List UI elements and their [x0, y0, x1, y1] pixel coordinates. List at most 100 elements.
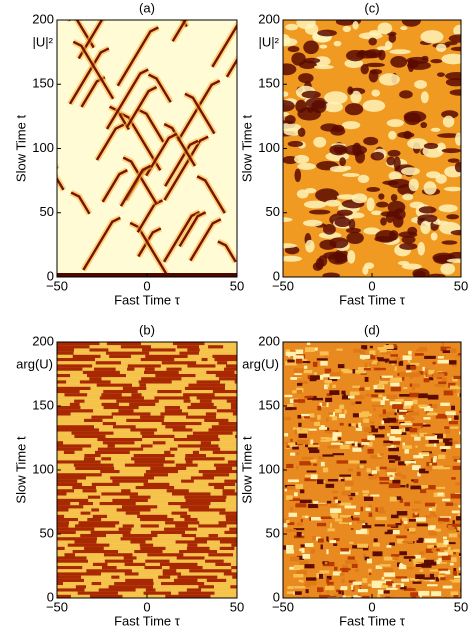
heatmap-stripe [69, 521, 79, 525]
heatmap-cell [444, 441, 453, 446]
heatmap-stripe [135, 486, 175, 490]
heatmap-cell [334, 518, 347, 522]
heatmap-cell [427, 584, 438, 587]
heatmap-cell [371, 362, 377, 365]
heatmap-cell [382, 409, 386, 415]
heatmap-stripe [190, 402, 214, 407]
heatmap-ridge [184, 92, 216, 135]
heatmap-stripe [114, 582, 154, 586]
heatmap-blob [376, 201, 389, 208]
heatmap-stripe [99, 428, 131, 432]
heatmap-blob [420, 91, 429, 104]
heatmap-cell [429, 453, 434, 459]
heatmap-stripe [201, 422, 219, 426]
heatmap-stripe [121, 393, 132, 397]
heatmap-cell [333, 543, 338, 546]
heatmap-stripe [169, 559, 206, 563]
heatmap-cell [364, 556, 370, 561]
heatmap-cell [385, 360, 388, 363]
heatmap-cell [362, 522, 368, 526]
heatmap-stripe [75, 524, 116, 528]
heatmap-cell [329, 584, 335, 588]
heatmap-cell [377, 589, 384, 595]
heatmap-cell [372, 551, 383, 557]
heatmap-stripe [91, 508, 99, 512]
heatmap-cell [442, 536, 447, 540]
heatmap-stripe [205, 559, 224, 563]
heatmap-blob [283, 112, 290, 117]
heatmap-stripe [57, 383, 97, 387]
heatmap-blob [283, 243, 297, 249]
heatmap-blob [363, 227, 380, 235]
heatmap-stripe [225, 498, 237, 503]
heatmap-stripe [139, 543, 154, 547]
heatmap-cell [304, 581, 317, 586]
y-tick-label: 150 [258, 76, 280, 91]
heatmap-cell [305, 515, 308, 519]
heatmap-cell [312, 463, 318, 466]
heatmap-cell [327, 528, 335, 532]
heatmap-blob [441, 240, 458, 245]
heatmap-blob [335, 20, 356, 26]
heatmap-cell [389, 425, 399, 430]
heatmap-cell [307, 447, 318, 450]
y-tick-label: 200 [32, 11, 54, 26]
heatmap-cell [286, 522, 295, 526]
heatmap-cell [288, 353, 291, 358]
heatmap-stripe [97, 537, 121, 541]
heatmap-stripe [199, 351, 237, 355]
heatmap-cell [292, 427, 296, 430]
heatmap-stripe [192, 460, 228, 464]
heatmap-cell [431, 591, 442, 596]
heatmap-cell [435, 576, 439, 582]
heatmap-stripe [230, 406, 237, 410]
heatmap-cell [375, 466, 380, 472]
heatmap-cell [305, 589, 309, 594]
heatmap-cell [310, 474, 318, 480]
heatmap-cell [379, 506, 384, 512]
heatmap-cell [293, 355, 303, 359]
heatmap-blob [322, 272, 340, 277]
heatmap-stripe [150, 412, 161, 416]
heatmap-stripe [180, 406, 188, 410]
heatmap [57, 20, 237, 277]
heatmap-cell [319, 594, 330, 598]
heatmap-cell [398, 461, 405, 465]
heatmap-cell [284, 416, 292, 421]
heatmap-cell [380, 426, 383, 430]
heatmap-blob [378, 73, 400, 86]
heatmap-ridge [137, 108, 165, 143]
heatmap-stripe [155, 402, 191, 407]
x-tick-label: 0 [368, 599, 375, 614]
heatmap-cell [405, 372, 411, 376]
heatmap-cell [419, 595, 422, 598]
heatmap-stripe [230, 402, 237, 407]
heatmap-cell [438, 574, 445, 579]
heatmap-stripe [101, 518, 141, 522]
heatmap-cell [343, 595, 346, 598]
heatmap-cell [441, 448, 447, 452]
heatmap-cell [301, 456, 314, 460]
heatmap-blob [401, 20, 421, 27]
heatmap-cell [383, 556, 395, 561]
heatmap-cell [324, 596, 337, 598]
heatmap-cell [441, 555, 451, 561]
heatmap-cell [459, 393, 461, 397]
heatmap-stripe [57, 380, 67, 384]
heatmap-cell [388, 360, 397, 364]
heatmap-stripe [108, 348, 143, 352]
heatmap-stripe [125, 511, 140, 515]
heatmap-cell [411, 426, 422, 430]
heatmap-stripe [71, 431, 114, 435]
heatmap-cell [449, 385, 459, 390]
heatmap-cell [432, 506, 436, 512]
heatmap-stripe [131, 393, 142, 397]
heatmap-cell [413, 479, 419, 484]
heatmap-stripe [169, 447, 178, 451]
heatmap-stripe [219, 438, 237, 442]
heatmap-blob [414, 80, 428, 89]
heatmap-cell [399, 394, 410, 397]
heatmap-stripe [81, 575, 112, 579]
heatmap-cell [443, 390, 454, 396]
y-tick-label: 100 [258, 140, 280, 155]
